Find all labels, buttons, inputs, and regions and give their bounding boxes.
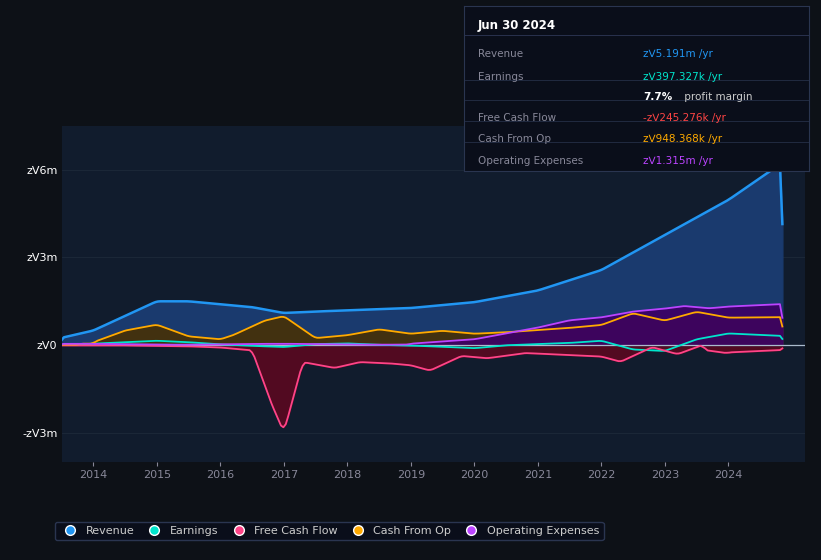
Text: zᐯ1.315m /yr: zᐯ1.315m /yr [643, 156, 713, 166]
Text: Free Cash Flow: Free Cash Flow [478, 113, 556, 123]
Text: Earnings: Earnings [478, 72, 523, 82]
Text: profit margin: profit margin [681, 91, 753, 101]
Text: zᐯ5.191m /yr: zᐯ5.191m /yr [643, 49, 713, 59]
Text: zᐯ948.368k /yr: zᐯ948.368k /yr [643, 134, 722, 144]
Legend: Revenue, Earnings, Free Cash Flow, Cash From Op, Operating Expenses: Revenue, Earnings, Free Cash Flow, Cash … [55, 521, 603, 540]
Text: Jun 30 2024: Jun 30 2024 [478, 19, 556, 32]
Text: Operating Expenses: Operating Expenses [478, 156, 583, 166]
Text: zᐯ397.327k /yr: zᐯ397.327k /yr [643, 72, 722, 82]
Text: Revenue: Revenue [478, 49, 523, 59]
Text: Cash From Op: Cash From Op [478, 134, 551, 144]
Text: 7.7%: 7.7% [643, 91, 672, 101]
Text: -zᐯ245.276k /yr: -zᐯ245.276k /yr [643, 113, 726, 123]
